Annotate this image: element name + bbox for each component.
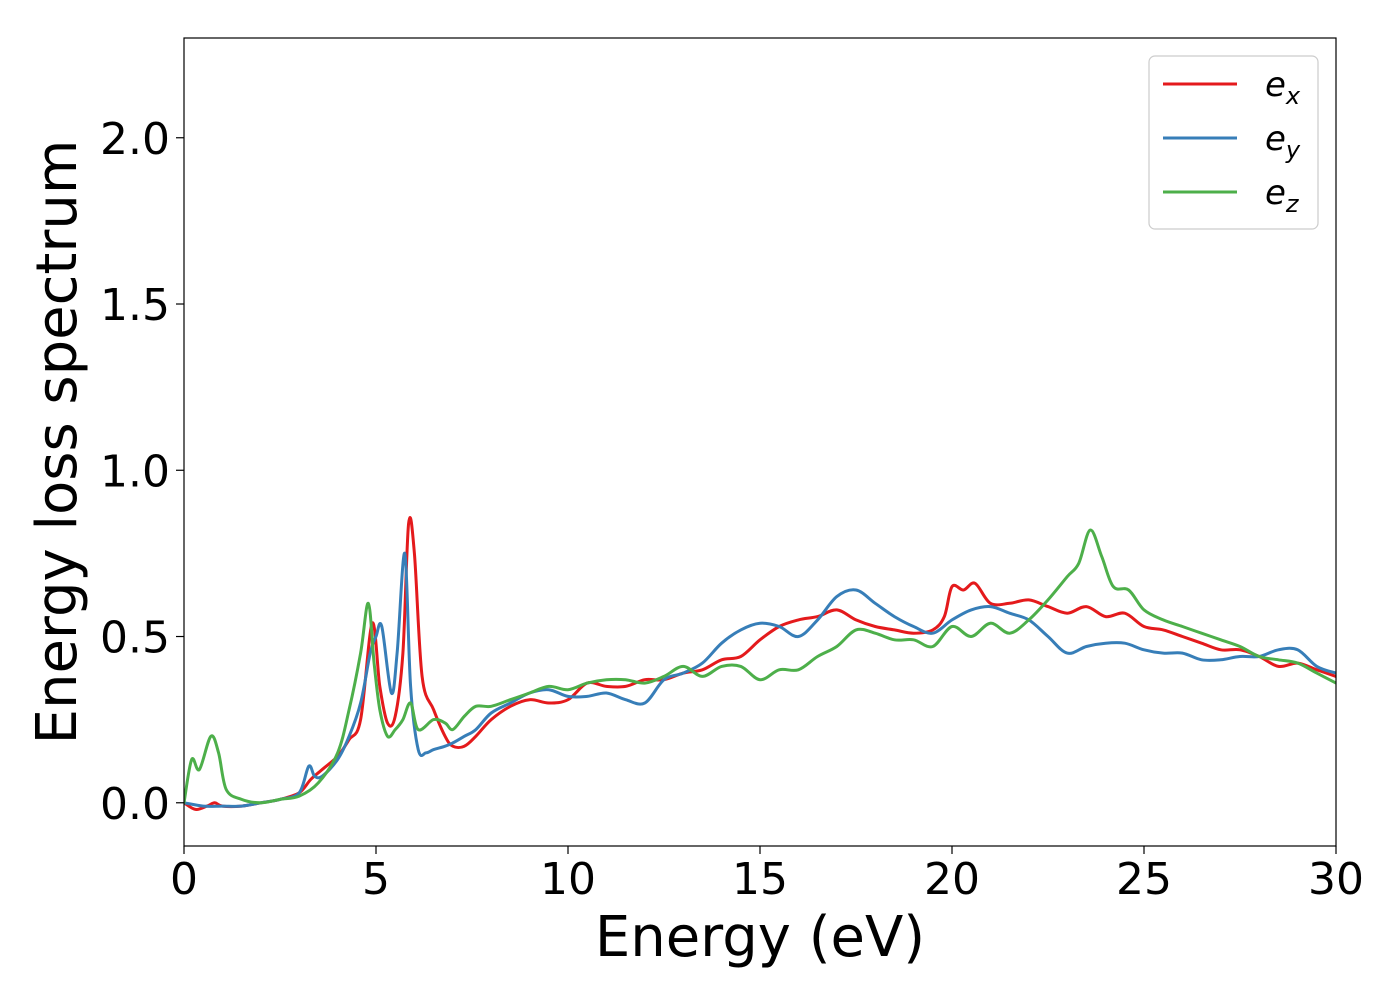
series-line-ex (184, 516, 1336, 811)
x-tick-label: 0 (170, 854, 198, 905)
x-tick-label: 20 (924, 854, 980, 905)
y-tick-label: 1.0 (100, 446, 170, 497)
x-tick-label: 10 (540, 854, 596, 905)
x-axis-label: Energy (eV) (595, 905, 925, 970)
series-layer (184, 516, 1336, 811)
x-axis: 0 5 10 15 20 25 30 (170, 846, 1364, 905)
y-axis-label: Energy loss spectrum (25, 140, 90, 745)
x-tick-label: 30 (1308, 854, 1364, 905)
series-line-ey (184, 551, 1336, 808)
legend-label-ez: ez (1265, 173, 1300, 218)
x-tick-label: 25 (1116, 854, 1172, 905)
y-tick-label: 0.0 (100, 779, 170, 830)
y-tick-label: 0.5 (100, 613, 170, 664)
legend-box (1148, 55, 1319, 230)
series-line-ez (184, 528, 1336, 805)
y-tick-label: 2.0 (100, 114, 170, 165)
y-axis: 0.0 0.5 1.0 1.5 2.0 (100, 114, 184, 830)
x-tick-label: 15 (732, 854, 788, 905)
x-tick-label: 5 (362, 854, 390, 905)
y-tick-label: 1.5 (100, 280, 170, 331)
